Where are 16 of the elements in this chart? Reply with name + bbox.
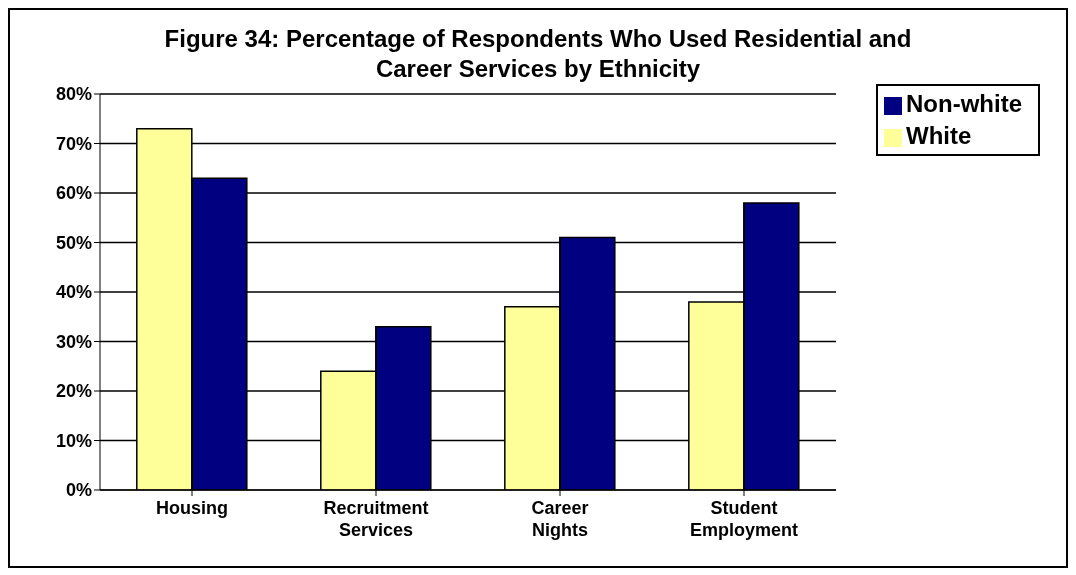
chart-title: Figure 34: Percentage of Respondents Who Used Residential and Career Services by Ethnicity xyxy=(163,24,913,84)
x-tick-label: Career Nights xyxy=(531,498,589,540)
x-tick-label: Housing xyxy=(156,498,228,518)
y-tick-label: 60% xyxy=(55,183,92,204)
y-tick-label: 40% xyxy=(55,282,92,303)
y-tick-label: 0% xyxy=(65,480,92,501)
legend-label: White xyxy=(906,122,972,149)
x-tick-label: Recruitment Services xyxy=(323,498,429,540)
y-tick-label: 10% xyxy=(55,430,92,451)
x-tick-label: Student Employment xyxy=(690,498,799,540)
y-tick-label: 50% xyxy=(55,232,92,253)
y-tick-label: 70% xyxy=(55,133,92,154)
legend-label: Non-white xyxy=(906,90,1022,117)
y-tick-label: 30% xyxy=(55,331,92,352)
y-tick-label: 80% xyxy=(55,84,92,105)
y-tick-label: 20% xyxy=(55,381,92,402)
